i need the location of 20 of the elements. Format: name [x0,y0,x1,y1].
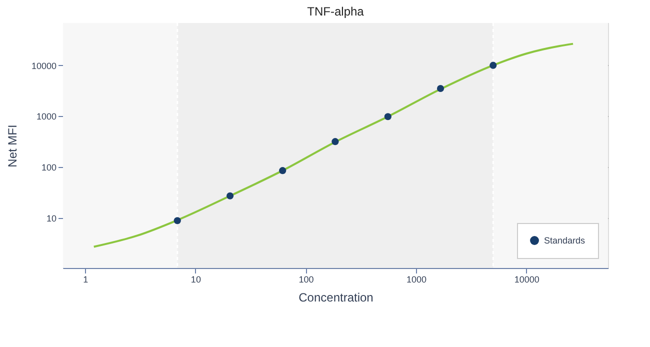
x-tick-label: 10 [190,274,201,284]
x-tick-label: 1000 [406,274,427,284]
point [384,113,392,120]
point [490,62,497,69]
point [279,167,286,174]
point [174,217,181,224]
x-tick-label: 100 [298,274,314,284]
y-tick-label: 10000 [31,60,56,71]
y-tick-label: 10 [46,213,56,224]
x-axis-title: Concentration [298,290,374,304]
x-tick-label: 10000 [514,274,540,284]
legend-label: Standards [544,236,586,246]
x-tick-label: 1 [83,274,88,284]
y-tick-label: 1000 [36,112,56,122]
point [226,192,234,200]
point [332,138,339,146]
point [436,84,444,92]
chart-title: TNF-alpha [307,4,364,18]
y-tick-label: 100 [41,162,56,172]
y-axis-title: Net MFI [5,124,20,168]
